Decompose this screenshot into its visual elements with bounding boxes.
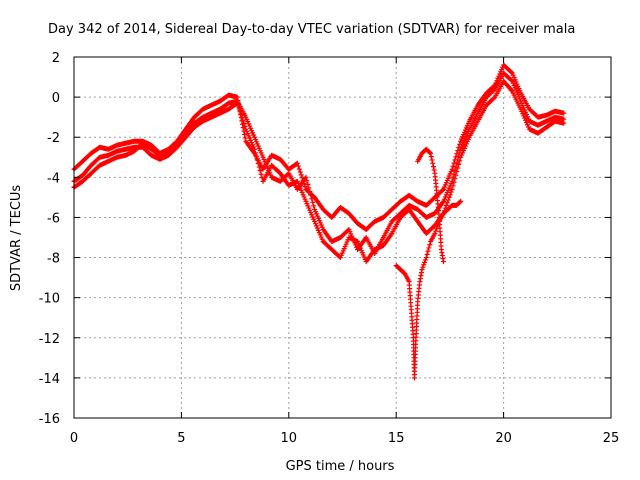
y-tick-label: 2 [52, 51, 60, 66]
y-tick-label: -8 [47, 252, 60, 267]
y-tick-label: -6 [47, 211, 60, 226]
chart-background [0, 0, 640, 480]
y-tick-label: -12 [39, 332, 60, 347]
y-tick-label: -14 [39, 372, 60, 387]
y-tick-label: -16 [39, 412, 60, 427]
y-tick-label: -2 [47, 131, 60, 146]
x-tick-label: 25 [603, 431, 620, 446]
x-tick-label: 10 [281, 431, 298, 446]
x-axis-label: GPS time / hours [286, 459, 395, 474]
x-tick-label: 5 [177, 431, 185, 446]
y-tick-label: -10 [39, 292, 60, 307]
y-axis-label: SDTVAR / TECUs [9, 185, 24, 292]
x-tick-label: 20 [495, 431, 512, 446]
sdtvar-chart: Day 342 of 2014, Sidereal Day-to-day VTE… [0, 0, 640, 480]
x-tick-label: 0 [70, 431, 78, 446]
x-tick-label: 15 [388, 431, 405, 446]
y-tick-label: -4 [47, 171, 60, 186]
y-tick-label: 0 [52, 91, 60, 106]
chart-title: Day 342 of 2014, Sidereal Day-to-day VTE… [48, 22, 575, 37]
